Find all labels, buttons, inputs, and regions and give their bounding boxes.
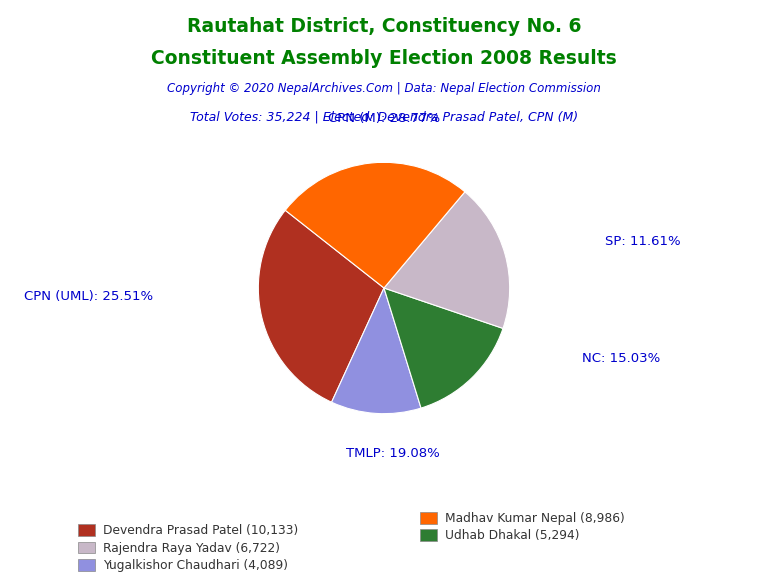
Legend: Madhav Kumar Nepal (8,986), Udhab Dhakal (5,294): Madhav Kumar Nepal (8,986), Udhab Dhakal… xyxy=(415,507,629,547)
Text: CPN (M): 28.77%: CPN (M): 28.77% xyxy=(328,112,440,126)
Wedge shape xyxy=(384,288,503,408)
Text: Rautahat District, Constituency No. 6: Rautahat District, Constituency No. 6 xyxy=(187,17,581,36)
Wedge shape xyxy=(258,210,384,402)
Text: SP: 11.61%: SP: 11.61% xyxy=(605,234,680,248)
Wedge shape xyxy=(285,162,465,288)
Text: TMLP: 19.08%: TMLP: 19.08% xyxy=(346,447,439,460)
Text: Constituent Assembly Election 2008 Results: Constituent Assembly Election 2008 Resul… xyxy=(151,49,617,68)
Text: Total Votes: 35,224 | Elected: Devendra Prasad Patel, CPN (M): Total Votes: 35,224 | Elected: Devendra … xyxy=(190,111,578,124)
Wedge shape xyxy=(332,288,421,414)
Text: CPN (UML): 25.51%: CPN (UML): 25.51% xyxy=(24,290,153,303)
Text: Copyright © 2020 NepalArchives.Com | Data: Nepal Election Commission: Copyright © 2020 NepalArchives.Com | Dat… xyxy=(167,82,601,95)
Wedge shape xyxy=(384,192,510,328)
Text: NC: 15.03%: NC: 15.03% xyxy=(581,352,660,365)
